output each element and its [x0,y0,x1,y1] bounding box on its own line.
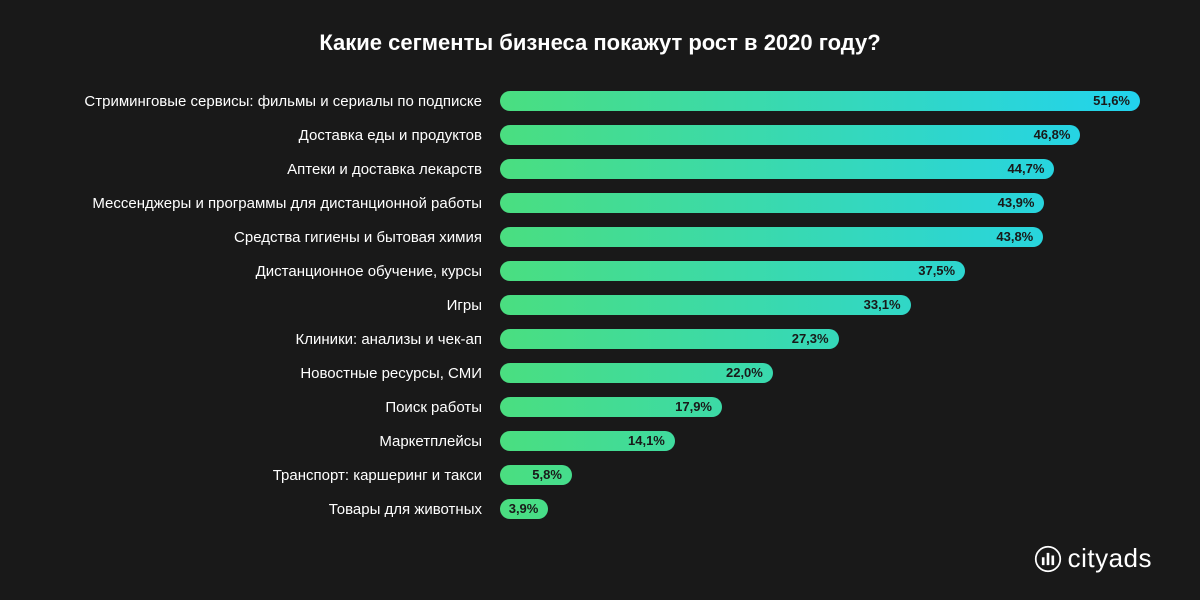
chart-row: Мессенджеры и программы для дистанционно… [60,186,1140,220]
bar-label: Игры [60,297,500,314]
bar: 27,3% [500,329,839,349]
bar-label: Аптеки и доставка лекарств [60,161,500,178]
bar-label: Мессенджеры и программы для дистанционно… [60,195,500,212]
chart-row: Стриминговые сервисы: фильмы и сериалы п… [60,84,1140,118]
bar-label: Транспорт: каршеринг и такси [60,467,500,484]
bar-track: 51,6% [500,91,1140,111]
bar-track: 22,0% [500,363,1140,383]
bar: 5,8% [500,465,572,485]
bar-label: Маркетплейсы [60,433,500,450]
chart-row: Новостные ресурсы, СМИ 22,0% [60,356,1140,390]
bar-label: Средства гигиены и бытовая химия [60,229,500,246]
bar: 43,9% [500,193,1044,213]
bar-label: Доставка еды и продуктов [60,127,500,144]
bar-label: Поиск работы [60,399,500,416]
bar-label: Стриминговые сервисы: фильмы и сериалы п… [60,93,500,110]
chart-row: Маркетплейсы 14,1% [60,424,1140,458]
brand-name: cityads [1068,543,1152,574]
bar-value: 17,9% [675,397,712,417]
bar-label: Новостные ресурсы, СМИ [60,365,500,382]
bar-track: 43,9% [500,193,1140,213]
bar: 46,8% [500,125,1080,145]
bar-track: 44,7% [500,159,1140,179]
bar-value: 43,8% [996,227,1033,247]
bar-value: 22,0% [726,363,763,383]
bar-value: 46,8% [1034,125,1071,145]
bar-value: 51,6% [1093,91,1130,111]
bar-chart: Стриминговые сервисы: фильмы и сериалы п… [0,84,1200,526]
chart-row: Доставка еды и продуктов 46,8% [60,118,1140,152]
bar: 14,1% [500,431,675,451]
bar-track: 33,1% [500,295,1140,315]
chart-row: Аптеки и доставка лекарств 44,7% [60,152,1140,186]
bar: 33,1% [500,295,911,315]
bar-track: 5,8% [500,465,1140,485]
bar-value: 5,8% [532,465,562,485]
bar-track: 43,8% [500,227,1140,247]
bar-label: Клиники: анализы и чек-ап [60,331,500,348]
bar-value: 14,1% [628,431,665,451]
chart-row: Поиск работы 17,9% [60,390,1140,424]
chart-row: Товары для животных 3,9% [60,492,1140,526]
chart-row: Транспорт: каршеринг и такси 5,8% [60,458,1140,492]
bars-icon [1034,545,1062,573]
bar-label: Дистанционное обучение, курсы [60,263,500,280]
bar-label: Товары для животных [60,501,500,518]
bar: 44,7% [500,159,1054,179]
chart-row: Клиники: анализы и чек-ап 27,3% [60,322,1140,356]
bar: 17,9% [500,397,722,417]
bar-track: 37,5% [500,261,1140,281]
bar: 43,8% [500,227,1043,247]
bar-value: 33,1% [864,295,901,315]
bar-track: 46,8% [500,125,1140,145]
bar-track: 17,9% [500,397,1140,417]
bar-value: 44,7% [1008,159,1045,179]
bar-value: 3,9% [509,499,539,519]
bar-track: 27,3% [500,329,1140,349]
chart-row: Средства гигиены и бытовая химия 43,8% [60,220,1140,254]
chart-title: Какие сегменты бизнеса покажут рост в 20… [0,0,1200,84]
bar-track: 14,1% [500,431,1140,451]
bar: 3,9% [500,499,548,519]
brand-logo: cityads [1034,543,1152,574]
bar-value: 43,9% [998,193,1035,213]
chart-row: Игры 33,1% [60,288,1140,322]
bar: 51,6% [500,91,1140,111]
bar-track: 3,9% [500,499,1140,519]
bar: 22,0% [500,363,773,383]
chart-row: Дистанционное обучение, курсы 37,5% [60,254,1140,288]
bar-value: 37,5% [918,261,955,281]
bar-value: 27,3% [792,329,829,349]
bar: 37,5% [500,261,965,281]
